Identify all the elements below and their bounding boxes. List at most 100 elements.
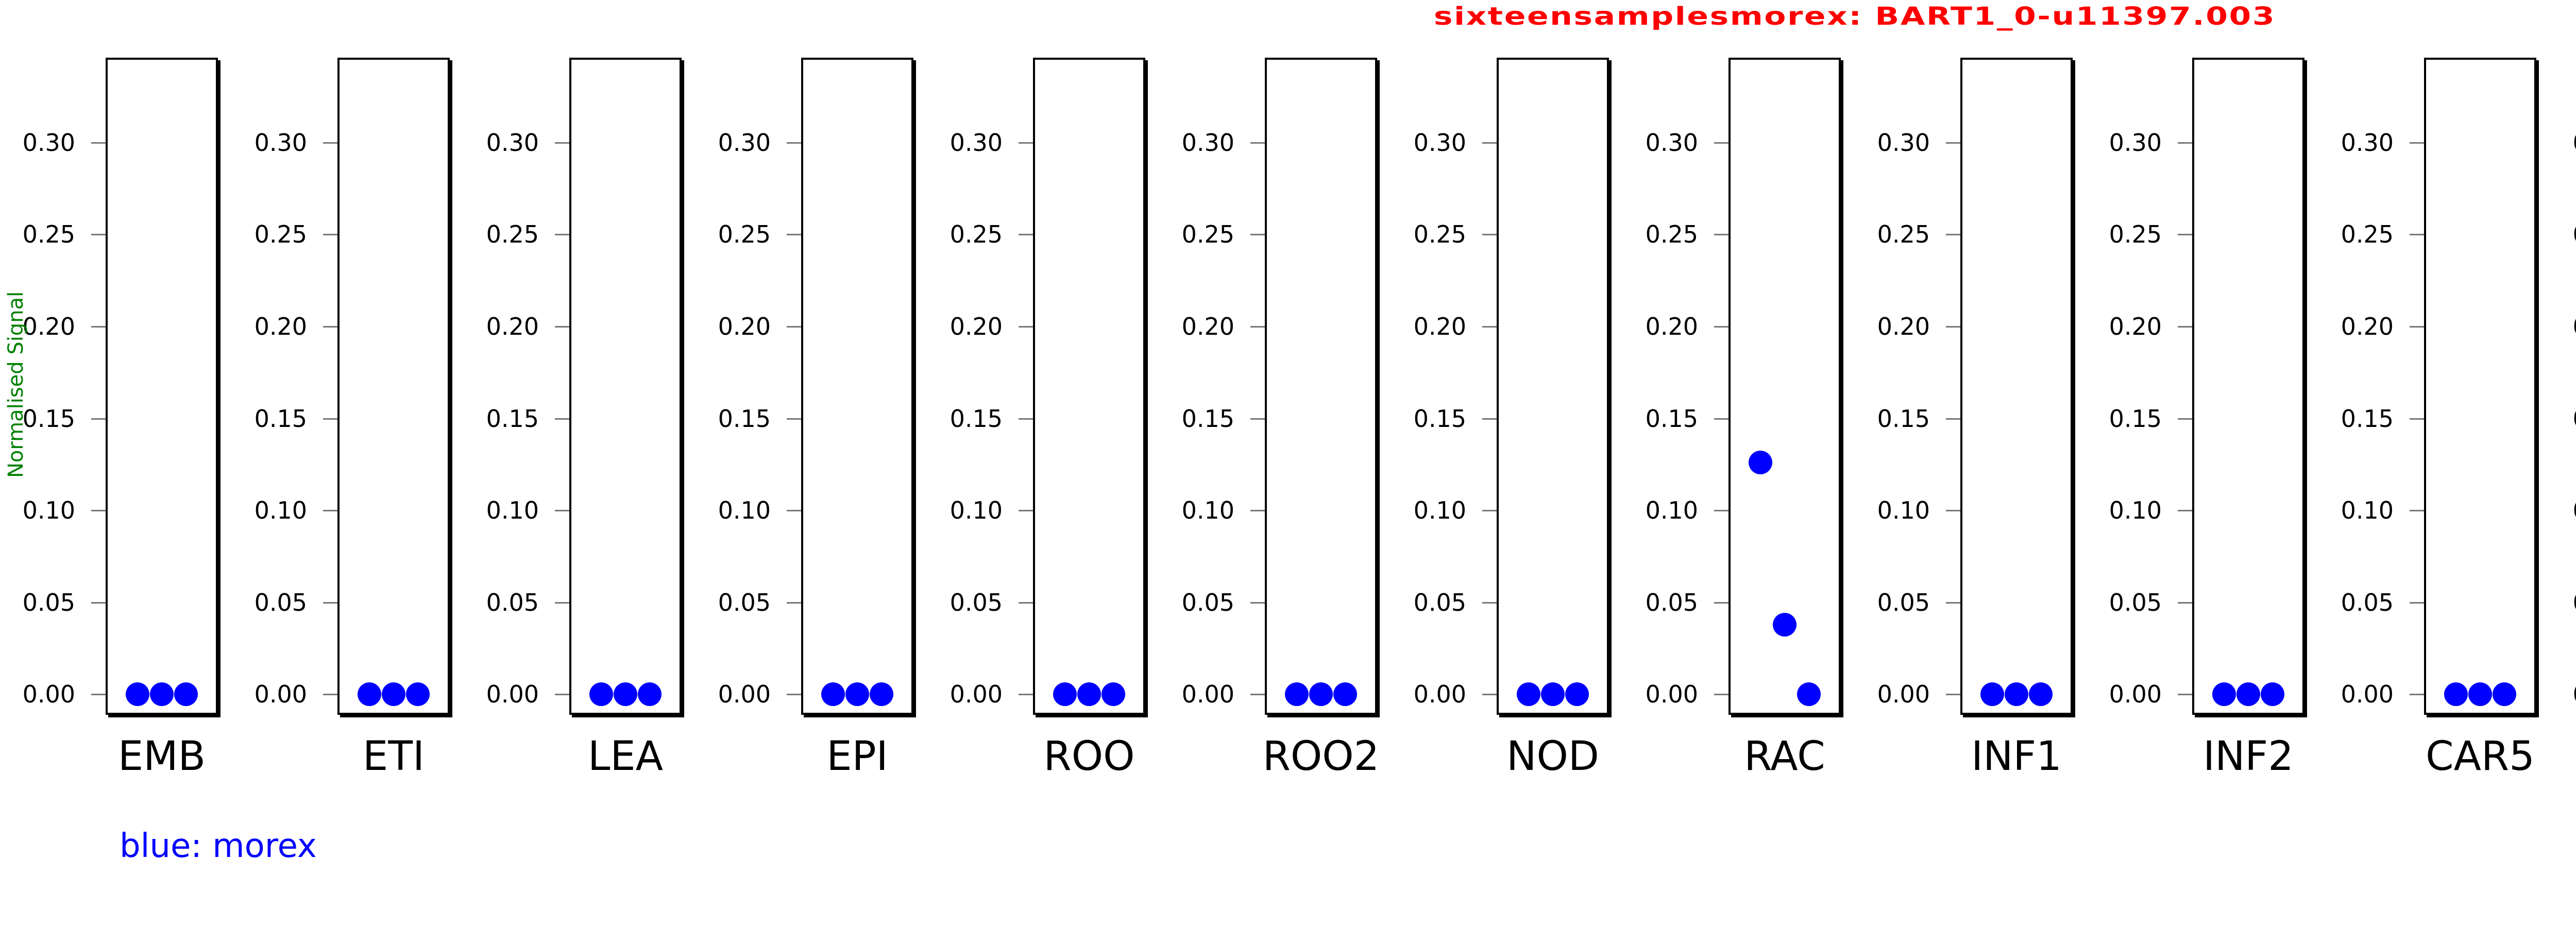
y-tick-mark: [323, 234, 337, 236]
y-tick-mark: [2410, 325, 2424, 328]
y-tick-label: 0.10: [22, 496, 75, 525]
y-tick-label: 0.30: [950, 128, 1003, 157]
y-tick-label: 0.00: [254, 680, 307, 709]
y-tick-mark: [91, 418, 106, 420]
y-tick-label: 0.30: [2550, 129, 2576, 156]
y-tick-mark: [2410, 142, 2424, 144]
y-tick-mark: [1946, 142, 1960, 144]
y-tick-label: 0.30: [22, 128, 75, 157]
x-axis-label: ROO2: [1262, 733, 1380, 780]
y-tick-mark: [1946, 325, 1960, 328]
y-tick-mark: [555, 234, 569, 236]
y-tick-mark: [1019, 234, 1033, 236]
y-tick-label: 0.05: [2550, 589, 2576, 616]
y-tick-label: 0.00: [1877, 680, 1930, 709]
y-tick-label: 0.05: [950, 588, 1003, 616]
y-tick-label: 0.20: [1877, 312, 1930, 340]
y-tick-mark: [787, 602, 801, 604]
y-tick-label: 0.25: [950, 220, 1003, 249]
y-tick-mark: [1714, 510, 1728, 512]
x-axis-label: LEA: [587, 733, 664, 780]
y-tick-mark: [1250, 694, 1265, 696]
data-point-emb-rep2: [150, 682, 174, 707]
y-tick-label: 0.05: [22, 588, 75, 616]
y-tick-label: 0.05: [1413, 588, 1466, 616]
subplot-car5: 0.00 0.05 0.10 0.15 0.20 0.25 0.30 CAR5: [2318, 0, 2550, 803]
y-tick-mark: [1946, 694, 1960, 696]
y-tick-mark: [323, 510, 337, 512]
y-tick-mark: [1482, 142, 1497, 144]
data-point-car5-rep2: [2468, 682, 2492, 707]
y-tick-label: 0.10: [1413, 496, 1466, 525]
subplot-emb: 0.00 0.05 0.10 0.15 0.20 0.25 0.30 EMB: [0, 0, 232, 803]
chart-title: sixteensamplesmorex: BART1_0-u11397.003: [1433, 2, 2276, 31]
y-tick-label: 0.05: [2341, 588, 2394, 616]
plot-box: [1497, 58, 1609, 715]
plot-box: [2424, 58, 2536, 715]
y-tick-mark: [1946, 418, 1960, 420]
y-tick-mark: [787, 234, 801, 236]
y-tick-mark: [2178, 142, 2192, 144]
y-tick-label: 0.30: [254, 128, 307, 157]
y-tick-mark: [2410, 694, 2424, 696]
data-point-inf1-rep3: [2029, 682, 2053, 707]
data-point-roo-rep1: [1053, 682, 1077, 707]
y-tick-label: 0.15: [486, 404, 539, 433]
y-tick-label: 0.25: [22, 220, 75, 249]
subplot-rac: 0.00 0.05 0.10 0.15 0.20 0.25 0.30 RAC: [1623, 0, 1855, 803]
y-tick-mark: [2410, 602, 2424, 604]
y-tick-label: 0.30: [1413, 128, 1466, 157]
y-tick-label: 0.10: [254, 496, 307, 525]
y-tick-mark: [1482, 602, 1497, 604]
x-axis-label: CAR5: [2426, 733, 2535, 780]
y-tick-mark: [1250, 418, 1265, 420]
y-tick-label: 0.05: [254, 588, 307, 616]
y-tick-label: 0.10: [1181, 496, 1234, 525]
y-tick-mark: [1714, 325, 1728, 328]
y-tick-mark: [555, 694, 569, 696]
data-point-roo2-rep3: [1333, 682, 1358, 707]
y-tick-label: 0.25: [1645, 220, 1698, 249]
y-tick-mark: [2410, 234, 2424, 236]
y-tick-label: 0.00: [22, 680, 75, 709]
y-tick-mark: [1714, 234, 1728, 236]
y-tick-label: 0.25: [1877, 220, 1930, 249]
y-tick-mark: [1019, 325, 1033, 328]
legend-note: blue: morex: [120, 827, 317, 865]
subplot-epi: 0.00 0.05 0.10 0.15 0.20 0.25 0.30 EPI: [696, 0, 927, 803]
y-tick-mark: [787, 510, 801, 512]
subplot-row: 0.00 0.05 0.10 0.15 0.20 0.25 0.30 EMB 0.00 0.05 0…: [0, 0, 2576, 803]
y-tick-mark: [91, 694, 106, 696]
y-tick-mark: [2178, 510, 2192, 512]
y-tick-mark: [323, 142, 337, 144]
y-tick-mark: [555, 418, 569, 420]
y-tick-label: 0.25: [1181, 220, 1234, 249]
y-tick-label: 0.20: [718, 312, 771, 340]
y-tick-label: 0.05: [1645, 588, 1698, 616]
data-point-inf1-rep1: [1980, 682, 2004, 707]
y-tick-mark: [1946, 510, 1960, 512]
data-point-lea-rep3: [638, 682, 662, 707]
y-tick-label: 0.10: [2109, 496, 2162, 525]
y-tick-label: 0.10: [2550, 497, 2576, 524]
y-tick-mark: [2410, 418, 2424, 420]
data-point-rac-rep1: [1748, 451, 1772, 475]
y-tick-label: 0.20: [1181, 312, 1234, 340]
data-point-emb-rep1: [125, 682, 149, 707]
y-tick-label: 0.15: [1413, 404, 1466, 433]
y-tick-label: 0.30: [1181, 128, 1234, 157]
y-tick-label: 0.05: [2109, 588, 2162, 616]
y-tick-mark: [1482, 234, 1497, 236]
y-tick-mark: [2410, 510, 2424, 512]
y-tick-mark: [555, 142, 569, 144]
plot-box: [2192, 58, 2304, 715]
data-point-eti-rep1: [357, 682, 381, 707]
y-tick-label: 0.30: [486, 128, 539, 157]
y-tick-label: 0.05: [718, 588, 771, 616]
y-tick-label: 0.15: [2109, 404, 2162, 433]
plot-box: [1728, 58, 1841, 715]
y-tick-label: 0.00: [950, 680, 1003, 709]
y-tick-mark: [1019, 418, 1033, 420]
y-tick-mark: [787, 694, 801, 696]
data-point-inf2-rep2: [2236, 682, 2260, 707]
